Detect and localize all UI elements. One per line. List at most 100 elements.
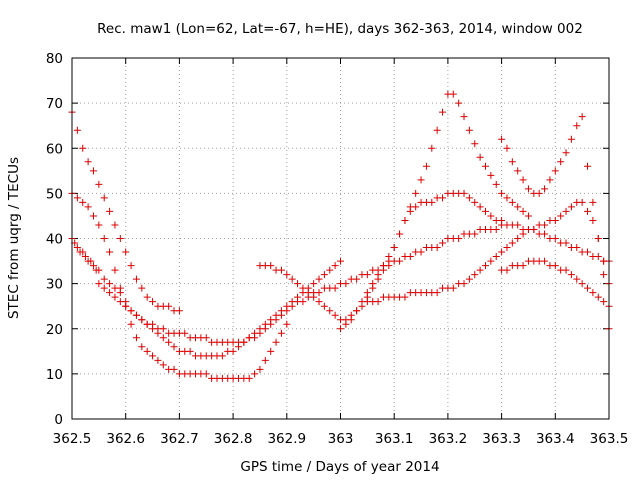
data-point xyxy=(245,334,253,342)
data-point xyxy=(79,144,87,152)
data-point xyxy=(154,356,162,364)
data-point xyxy=(578,198,586,206)
data-point xyxy=(342,280,350,288)
data-point xyxy=(277,329,285,337)
data-point xyxy=(406,253,414,261)
data-point xyxy=(159,334,167,342)
y-tick-label: 70 xyxy=(46,96,63,112)
x-tick-label: 363.2 xyxy=(429,431,468,447)
data-point xyxy=(551,262,559,270)
data-point xyxy=(487,171,495,179)
data-point xyxy=(551,235,559,242)
data-point xyxy=(143,320,151,328)
data-point xyxy=(476,153,484,161)
data-point xyxy=(272,338,280,346)
x-tick-label: 362.6 xyxy=(106,431,145,447)
data-point xyxy=(584,284,592,292)
x-tick-label: 362.8 xyxy=(214,431,253,447)
data-point xyxy=(557,158,565,166)
data-point xyxy=(600,271,608,279)
data-point xyxy=(95,280,103,288)
data-point xyxy=(315,275,323,283)
data-point xyxy=(460,113,468,121)
x-tick-label: 363.1 xyxy=(375,431,414,447)
y-tick-label: 30 xyxy=(46,277,63,293)
data-point xyxy=(498,216,506,224)
data-point xyxy=(89,167,97,175)
data-point xyxy=(138,343,146,351)
y-tick-label: 20 xyxy=(46,322,63,338)
data-point xyxy=(353,307,361,315)
data-point xyxy=(106,248,114,256)
data-point xyxy=(401,216,409,224)
data-point xyxy=(471,198,479,206)
data-point xyxy=(89,212,97,220)
data-point xyxy=(439,239,447,247)
data-point xyxy=(159,361,167,369)
data-point xyxy=(143,347,151,355)
data-point xyxy=(267,347,275,355)
y-tick-label: 40 xyxy=(46,232,63,248)
data-point xyxy=(310,293,318,301)
data-point xyxy=(154,329,162,337)
y-tick-label: 60 xyxy=(46,141,63,157)
data-point xyxy=(492,180,500,188)
data-point xyxy=(138,316,146,324)
data-point xyxy=(471,140,479,148)
data-point xyxy=(116,298,124,306)
data-point xyxy=(481,262,489,270)
data-point xyxy=(406,203,414,211)
data-point xyxy=(73,126,81,134)
data-point xyxy=(471,230,479,238)
data-point xyxy=(202,370,210,378)
data-point xyxy=(245,374,253,382)
data-point xyxy=(304,289,312,297)
data-point xyxy=(149,298,157,306)
data-point xyxy=(132,334,140,342)
data-point xyxy=(186,347,194,355)
data-point xyxy=(524,212,532,220)
data-point xyxy=(535,189,543,197)
data-point xyxy=(288,275,296,283)
data-point xyxy=(514,235,522,242)
data-point xyxy=(589,216,597,224)
data-point xyxy=(433,289,441,297)
data-point xyxy=(159,325,167,333)
data-point xyxy=(127,307,135,315)
x-tick-label: 362.5 xyxy=(53,431,92,447)
data-point xyxy=(503,194,511,202)
data-points xyxy=(68,90,613,382)
data-point xyxy=(89,262,97,270)
data-point xyxy=(455,235,463,242)
data-point xyxy=(294,280,302,288)
x-tick-label: 362.7 xyxy=(160,431,199,447)
x-tick-label: 363.3 xyxy=(482,431,521,447)
data-point xyxy=(84,158,92,166)
data-point xyxy=(261,356,269,364)
data-point xyxy=(584,162,592,170)
data-point xyxy=(401,293,409,301)
data-point xyxy=(514,221,522,229)
data-point xyxy=(165,338,173,346)
data-point xyxy=(95,221,103,229)
data-point xyxy=(508,239,516,247)
data-point xyxy=(503,144,511,152)
data-point xyxy=(122,248,130,256)
data-point xyxy=(81,253,89,261)
data-point xyxy=(492,253,500,261)
data-point xyxy=(589,198,597,206)
y-axis-label: STEC from uqrg / TECUs xyxy=(6,157,22,319)
data-point xyxy=(508,158,516,166)
data-point xyxy=(428,144,436,152)
x-tick-label: 363.4 xyxy=(536,431,575,447)
data-point xyxy=(79,198,87,206)
data-point xyxy=(95,180,103,188)
data-point xyxy=(111,221,119,229)
data-point xyxy=(267,316,275,324)
data-point xyxy=(283,320,291,328)
data-point xyxy=(578,280,586,288)
data-point xyxy=(541,185,549,193)
data-point xyxy=(84,203,92,211)
data-point xyxy=(417,176,425,184)
data-point xyxy=(138,284,146,292)
